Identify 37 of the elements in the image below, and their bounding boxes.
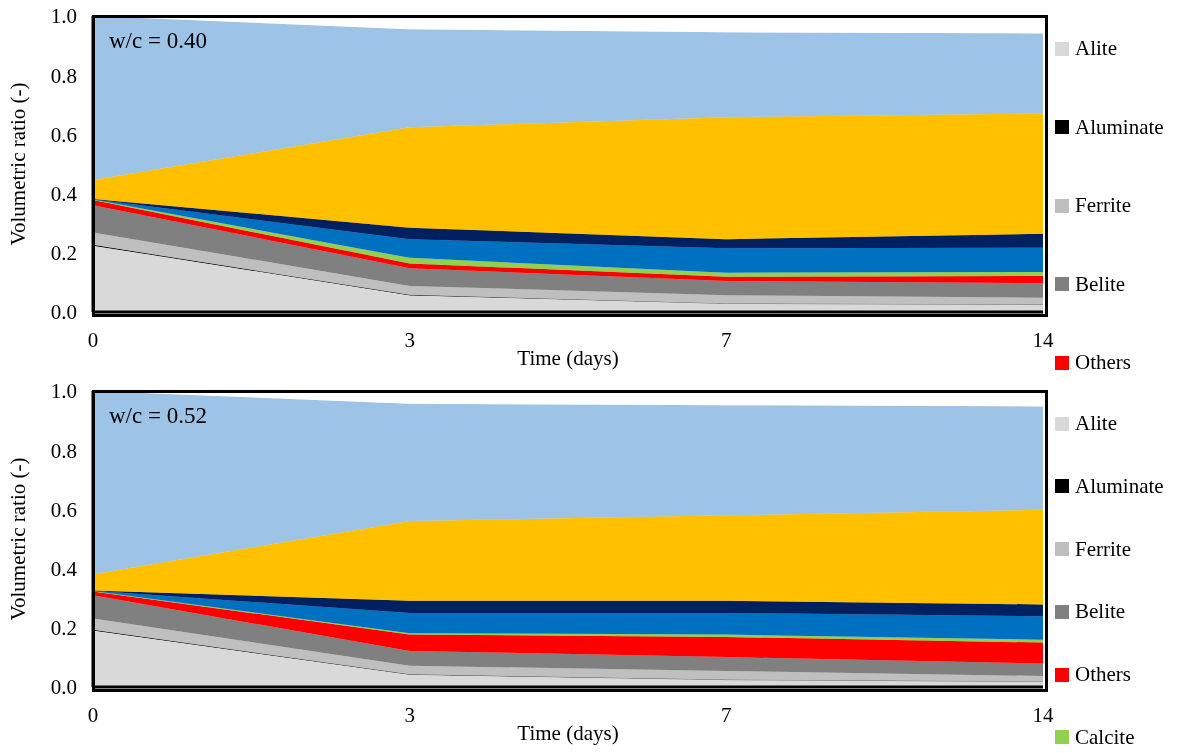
y-tick-label: 0.4 xyxy=(50,557,78,582)
y-tick-label: 0.6 xyxy=(50,122,77,147)
legend-label: Belite xyxy=(1075,599,1126,625)
legend-label: Alite xyxy=(1075,411,1117,436)
y-tick-label: 0.4 xyxy=(50,182,78,207)
x-tick-label: 7 xyxy=(721,327,732,352)
y-tick-label: 1.0 xyxy=(50,4,77,29)
y-tick-label: 1.0 xyxy=(50,379,77,404)
y-tick-label: 0.2 xyxy=(50,616,77,641)
x-axis-title: Time (days) xyxy=(517,346,619,370)
annotation: w/c = 0.40 xyxy=(109,28,207,53)
legend-label: Others xyxy=(1075,350,1131,375)
legend-label: Alite xyxy=(1075,36,1117,61)
legend-label: Belite xyxy=(1075,271,1126,297)
y-tick-label: 0.6 xyxy=(50,497,77,522)
legend-label: Aluminate xyxy=(1075,114,1164,140)
legend-label: Ferrite xyxy=(1075,536,1131,562)
y-tick-label: 0.0 xyxy=(50,300,77,325)
x-tick-label: 14 xyxy=(1032,702,1054,727)
y-tick-label: 0.8 xyxy=(50,63,77,88)
y-axis-title: Volumetric ratio (-) xyxy=(5,457,30,621)
x-tick-label: 14 xyxy=(1032,327,1054,352)
annotation: w/c = 0.52 xyxy=(109,403,207,428)
legend-label: Ferrite xyxy=(1075,193,1131,218)
x-tick-label: 3 xyxy=(404,702,415,727)
y-axis-title: Volumetric ratio (-) xyxy=(5,82,30,246)
legend-label: Others xyxy=(1075,662,1131,688)
y-tick-label: 0.2 xyxy=(50,241,77,266)
legend-label: Calcite xyxy=(1075,724,1135,750)
legend-label: Aluminate xyxy=(1075,473,1164,499)
x-tick-label: 0 xyxy=(87,702,99,727)
y-tick-label: 0.0 xyxy=(50,675,77,700)
x-tick-label: 3 xyxy=(404,327,415,352)
x-axis-title: Time (days) xyxy=(517,721,619,745)
x-tick-label: 0 xyxy=(87,327,99,352)
y-tick-label: 0.8 xyxy=(50,438,77,463)
x-tick-label: 7 xyxy=(721,702,732,727)
